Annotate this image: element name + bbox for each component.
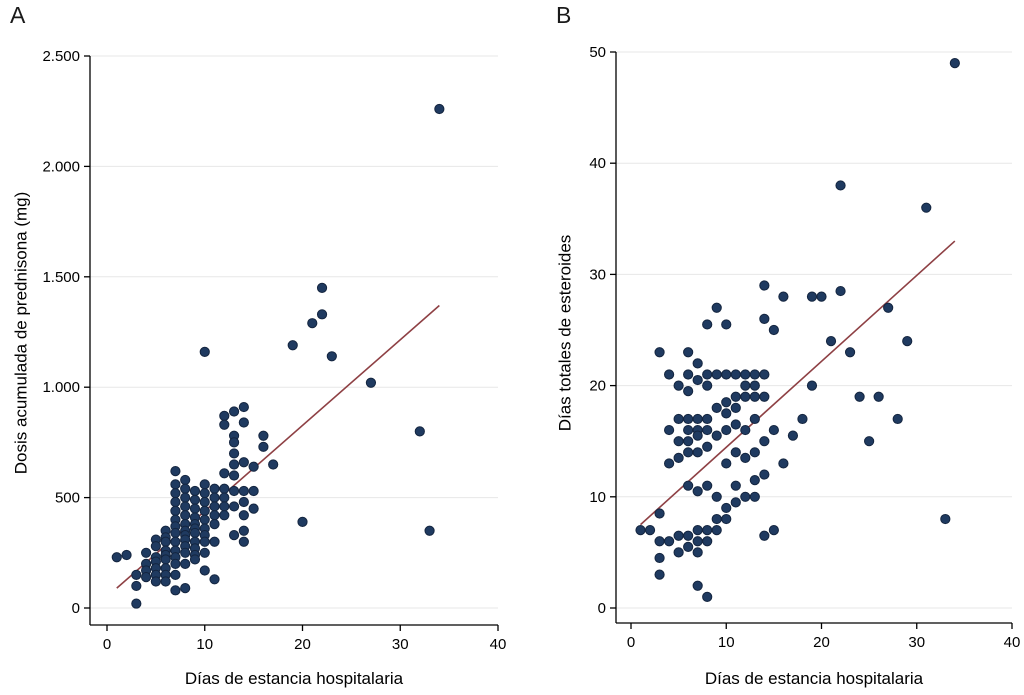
panel-b-scatter-plot: 0 10 20 30 40 50 0 10 20 30 40: [589, 44, 1021, 651]
svg-text:20: 20: [589, 378, 606, 395]
svg-text:2.500: 2.500: [42, 48, 80, 65]
panel-a-label: A: [10, 2, 26, 28]
panel-b-x-axis-title: Días de estancia hospitalaria: [704, 669, 924, 688]
svg-text:0: 0: [598, 600, 606, 617]
svg-text:40: 40: [490, 636, 507, 653]
svg-text:20: 20: [813, 634, 830, 651]
svg-text:20: 20: [294, 636, 311, 653]
svg-text:40: 40: [1004, 634, 1021, 651]
svg-text:30: 30: [589, 266, 606, 283]
svg-text:0: 0: [627, 634, 635, 651]
panel-a: A Dosis acumulada de prednisona (mg) 0 50…: [10, 2, 507, 688]
svg-text:0: 0: [72, 600, 80, 617]
svg-text:50: 50: [589, 44, 606, 61]
svg-text:1.500: 1.500: [42, 269, 80, 286]
svg-text:40: 40: [589, 155, 606, 172]
svg-text:2.000: 2.000: [42, 158, 80, 175]
svg-text:10: 10: [718, 634, 735, 651]
svg-text:10: 10: [196, 636, 213, 653]
panel-b-label: B: [556, 2, 572, 28]
svg-text:1.000: 1.000: [42, 379, 80, 396]
svg-text:0: 0: [103, 636, 111, 653]
panel-a-scatter-plot: 0 500 1.000 1.500 2.000 2.500 0 10 20 30 40: [42, 48, 507, 653]
svg-text:500: 500: [55, 490, 80, 507]
panel-a-x-axis-title: Días de estancia hospitalaria: [184, 669, 404, 688]
svg-text:30: 30: [908, 634, 925, 651]
panel-b: B Días totales de esteroides 0 10 20 30 40 50…: [512, 0, 1024, 695]
svg-text:30: 30: [392, 636, 409, 653]
svg-text:10: 10: [589, 489, 606, 506]
